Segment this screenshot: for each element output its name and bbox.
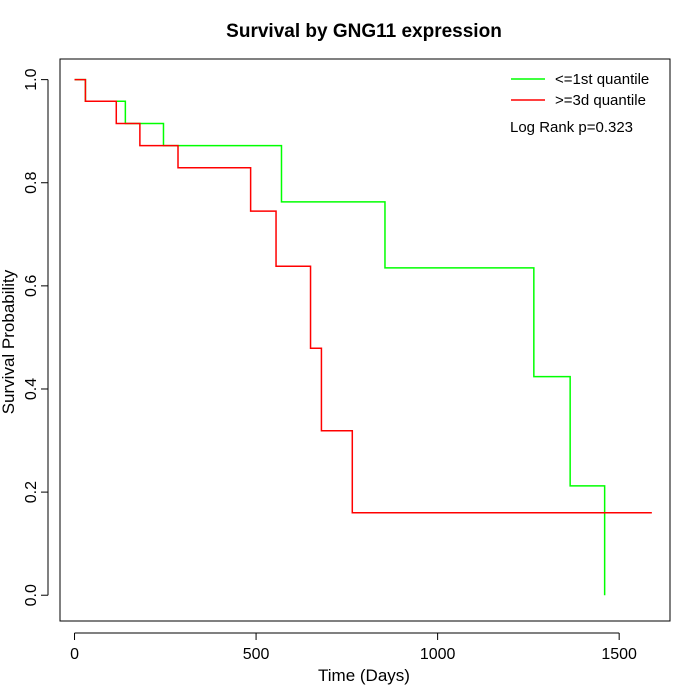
y-tick-label: 0.4	[23, 378, 40, 400]
chart-title: Survival by GNG11 expression	[226, 21, 502, 42]
legend-label-series-1: <=1st quantile	[555, 71, 649, 88]
legend-label-series-2: >=3d quantile	[555, 92, 646, 109]
legend: <=1st quantile >=3d quantile Log Rank p=…	[510, 71, 649, 136]
y-tick-label: 0.6	[23, 275, 40, 297]
x-tick-label: 500	[243, 646, 270, 663]
y-tick-label: 0.2	[23, 481, 40, 503]
x-tick-label: 1500	[601, 646, 637, 663]
x-axis-label: Time (Days)	[318, 666, 410, 685]
log-rank-annotation: Log Rank p=0.323	[510, 119, 633, 136]
y-tick-label: 0.0	[23, 584, 40, 606]
series-group	[74, 78, 652, 596]
y-tick-label: 0.8	[23, 172, 40, 194]
survival-curve-series-2	[74, 78, 652, 514]
x-tick-label: 0	[70, 646, 79, 663]
y-axis-label: Survival Probability	[0, 269, 18, 414]
y-axis: 0.0 0.2 0.4 0.6 0.8 1.0	[23, 68, 49, 606]
x-axis: 0 500 1000 1500	[70, 632, 637, 663]
plot-frame	[59, 58, 671, 622]
x-tick-label: 1000	[420, 646, 456, 663]
y-tick-label: 1.0	[23, 68, 40, 90]
survival-curve-series-1	[74, 78, 606, 596]
